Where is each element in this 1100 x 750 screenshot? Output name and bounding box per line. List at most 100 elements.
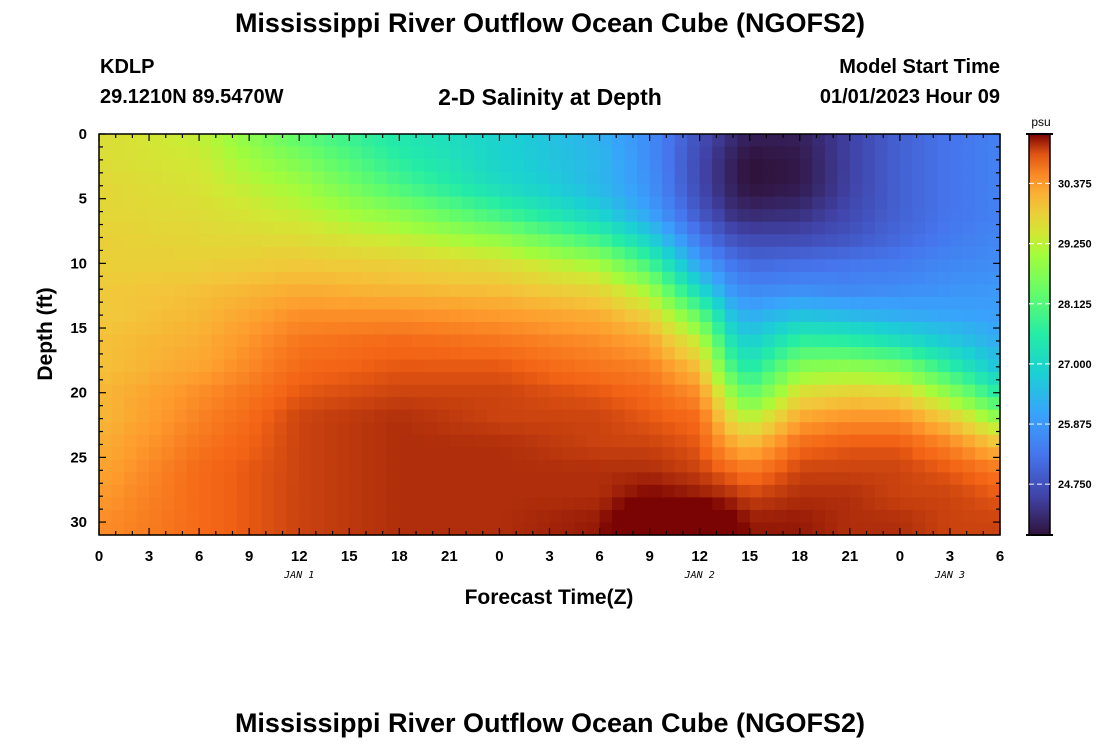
heatmap-cell [111, 271, 125, 285]
heatmap-cell [361, 159, 375, 173]
heatmap-cell [787, 309, 801, 323]
heatmap-cell [274, 171, 288, 185]
heatmap-cell [486, 309, 501, 323]
heatmap-cell [749, 184, 763, 198]
heatmap-cell [261, 246, 275, 260]
heatmap-cell [812, 372, 826, 386]
heatmap-cell [536, 184, 551, 198]
heatmap-cell [99, 422, 113, 436]
heatmap-cell [399, 472, 413, 486]
heatmap-cell [774, 296, 788, 311]
heatmap-cell [536, 384, 551, 398]
heatmap-cell [699, 447, 713, 461]
heatmap-cell [436, 397, 450, 411]
heatmap-cell [286, 271, 300, 285]
heatmap-cell [161, 159, 175, 173]
heatmap-cell [612, 384, 626, 398]
heatmap-cell [587, 522, 601, 536]
heatmap-cell [574, 384, 588, 398]
heatmap-cell [837, 259, 851, 273]
heatmap-cell [386, 359, 400, 373]
heatmap-cell [862, 321, 876, 336]
heatmap-cell [311, 171, 325, 185]
heatmap-cell [311, 522, 325, 536]
heatmap-cell [562, 422, 576, 436]
heatmap-cell [749, 484, 763, 499]
heatmap-cell [124, 472, 138, 486]
heatmap-cell [987, 171, 1001, 185]
heatmap-cell [974, 196, 989, 210]
heatmap-cell [524, 447, 538, 461]
heatmap-cell [261, 397, 275, 411]
heatmap-cell [799, 196, 813, 210]
heatmap-cell [874, 359, 888, 373]
heatmap-cell [699, 334, 713, 348]
heatmap-cell [111, 522, 125, 536]
heatmap-cell [737, 422, 751, 436]
heatmap-cell [186, 447, 200, 461]
heatmap-cell [612, 434, 626, 448]
heatmap-cell [612, 209, 626, 223]
heatmap-cell [574, 459, 588, 473]
heatmap-cell [949, 209, 964, 223]
heatmap-cell [674, 409, 688, 423]
heatmap-cell [849, 221, 863, 235]
heatmap-cell [574, 434, 588, 448]
heatmap-cell [974, 372, 989, 386]
heatmap-cell [186, 497, 200, 511]
heatmap-cell [912, 334, 926, 348]
heatmap-cell [524, 409, 538, 423]
heatmap-cell [136, 484, 150, 499]
heatmap-cell [186, 159, 200, 173]
heatmap-cell [361, 284, 375, 298]
heatmap-cell [737, 284, 751, 298]
heatmap-cell [474, 459, 488, 473]
heatmap-cell [336, 234, 350, 248]
heatmap-cell [124, 159, 138, 173]
heatmap-cell [461, 359, 476, 373]
heatmap-cell [987, 309, 1001, 323]
heatmap-cell [762, 472, 776, 486]
heatmap-cell [211, 259, 225, 273]
heatmap-cell [762, 171, 776, 185]
heatmap-cell [799, 459, 813, 473]
heatmap-cell [649, 234, 663, 248]
heatmap-cell [562, 509, 576, 524]
heatmap-cell [261, 372, 275, 386]
heatmap-cell [249, 422, 263, 436]
heatmap-cell [161, 422, 175, 436]
heatmap-cell [424, 209, 438, 223]
heatmap-cell [136, 284, 150, 298]
heatmap-cell [887, 296, 901, 311]
heatmap-cell [161, 259, 175, 273]
heatmap-cell [461, 334, 476, 348]
heatmap-cell [349, 296, 363, 311]
heatmap-cell [474, 296, 488, 311]
heatmap-cell [499, 146, 513, 160]
heatmap-cell [712, 422, 726, 436]
heatmap-cell [912, 284, 926, 298]
heatmap-cell [949, 159, 964, 173]
heatmap-cell [449, 246, 463, 260]
heatmap-cell [974, 209, 989, 223]
colorbar-tick-label: 30.375 [1058, 178, 1092, 190]
heatmap-cell [612, 134, 626, 148]
heatmap-cell [949, 497, 964, 511]
heatmap-cell [161, 171, 175, 185]
heatmap-cell [336, 447, 350, 461]
heatmap-cell [737, 309, 751, 323]
heatmap-cell [124, 434, 138, 448]
heatmap-cell [186, 347, 200, 361]
heatmap-cell [587, 397, 601, 411]
heatmap-cell [824, 334, 838, 348]
heatmap-cell [712, 409, 726, 423]
heatmap-cell [562, 359, 576, 373]
heatmap-cell [511, 284, 526, 298]
heatmap-cell [299, 384, 313, 398]
heatmap-cell [399, 309, 413, 323]
heatmap-cell [436, 284, 450, 298]
heatmap-cell [749, 146, 763, 160]
heatmap-cell [99, 372, 113, 386]
heatmap-cell [549, 146, 563, 160]
heatmap-cell [424, 134, 438, 148]
